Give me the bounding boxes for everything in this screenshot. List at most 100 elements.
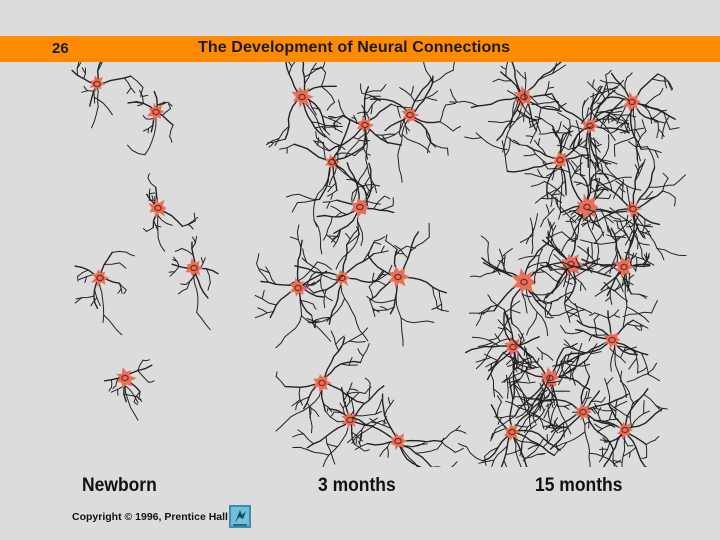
dendrite — [349, 385, 385, 421]
neuron-nucleus — [621, 426, 629, 434]
dendrite — [620, 346, 627, 359]
dendrite — [534, 139, 547, 157]
dendrite — [614, 136, 635, 146]
dendrite — [537, 453, 546, 455]
dendrite — [558, 429, 565, 433]
dendrite — [455, 429, 467, 434]
dendrite — [547, 249, 554, 266]
dendrite — [603, 216, 614, 224]
dendrite — [320, 273, 339, 281]
dendrite — [487, 242, 491, 267]
panel-label-15-months: 15 months — [535, 475, 623, 496]
dendrite — [526, 261, 547, 270]
dendrite — [572, 135, 578, 152]
dendrite — [484, 447, 499, 457]
dendrite — [325, 436, 336, 465]
dendrite — [534, 389, 548, 401]
dendrite — [559, 205, 577, 224]
dendrite — [524, 72, 527, 101]
dendrite — [494, 415, 516, 419]
dendrite — [332, 157, 338, 167]
dendrite — [519, 234, 534, 243]
dendrite — [148, 192, 156, 195]
dendrite — [512, 346, 526, 405]
neuron-nucleus — [406, 111, 414, 119]
dendrite — [544, 181, 565, 197]
dendrite — [593, 314, 600, 321]
dendrite — [644, 254, 648, 262]
dendrite — [575, 258, 581, 267]
dendrite — [655, 404, 668, 410]
dendrite — [626, 185, 631, 208]
dendrite — [330, 205, 348, 216]
dendrite — [383, 415, 387, 426]
dendrite — [275, 376, 286, 388]
panel-label-3-months: 3 months — [318, 475, 396, 496]
dendrite — [529, 217, 534, 233]
dendrite — [498, 259, 505, 265]
dendrite — [505, 374, 509, 399]
neuron-body — [621, 91, 642, 112]
dendrite — [535, 187, 561, 204]
dendrite — [577, 245, 596, 265]
dendrite — [320, 85, 336, 103]
dendrite — [645, 252, 648, 260]
dendrite — [596, 102, 603, 104]
dendrite — [601, 159, 618, 165]
dendrite — [275, 371, 278, 377]
dendrite — [553, 417, 558, 429]
dendrite — [550, 308, 575, 317]
dendrite — [364, 128, 371, 136]
dendrite — [609, 171, 642, 191]
dendrite — [359, 139, 371, 142]
dendrite — [390, 103, 411, 109]
dendrite — [400, 317, 435, 324]
dendrite — [571, 160, 579, 169]
dendrite — [641, 456, 648, 459]
dendrite — [542, 378, 554, 397]
dendrite — [596, 423, 614, 433]
dendrite — [440, 440, 456, 453]
dendrite — [531, 228, 534, 255]
dendrite — [301, 96, 326, 138]
dendrite — [551, 237, 561, 255]
dendrite — [291, 399, 301, 407]
dendrite — [326, 201, 331, 209]
dendrite — [613, 219, 628, 223]
dendrite — [628, 357, 638, 370]
dendrite — [84, 276, 87, 283]
dendrite — [375, 399, 383, 415]
dendrite — [320, 66, 327, 73]
neuron-nucleus — [583, 203, 591, 211]
dendrite — [629, 101, 643, 151]
dendrite — [496, 266, 501, 275]
dendrite — [303, 283, 316, 286]
dendrite — [568, 309, 586, 318]
dendrite — [313, 219, 323, 255]
dendrite — [645, 444, 648, 458]
dendrite — [328, 277, 343, 325]
dendrite — [346, 178, 356, 181]
dendrite — [397, 440, 418, 467]
dendrite — [354, 178, 370, 198]
dendrite — [549, 411, 584, 450]
dendrite — [296, 396, 310, 404]
dendrite — [492, 427, 507, 435]
dendrite — [582, 393, 629, 413]
dendrite — [552, 62, 557, 74]
dendrite — [330, 411, 335, 417]
dendrite — [331, 161, 365, 188]
dendrite — [337, 420, 346, 423]
dendrite — [579, 239, 617, 245]
dendrite — [302, 248, 308, 263]
dendrite — [323, 289, 327, 309]
dendrite — [288, 62, 293, 67]
neuron-nucleus — [394, 273, 402, 281]
dendrite — [596, 117, 620, 120]
dendrite — [76, 62, 82, 69]
dendrite — [274, 125, 290, 146]
dendrite — [600, 208, 609, 233]
dendrite — [512, 139, 521, 146]
dendrite — [349, 388, 358, 392]
dendrite — [509, 308, 521, 314]
